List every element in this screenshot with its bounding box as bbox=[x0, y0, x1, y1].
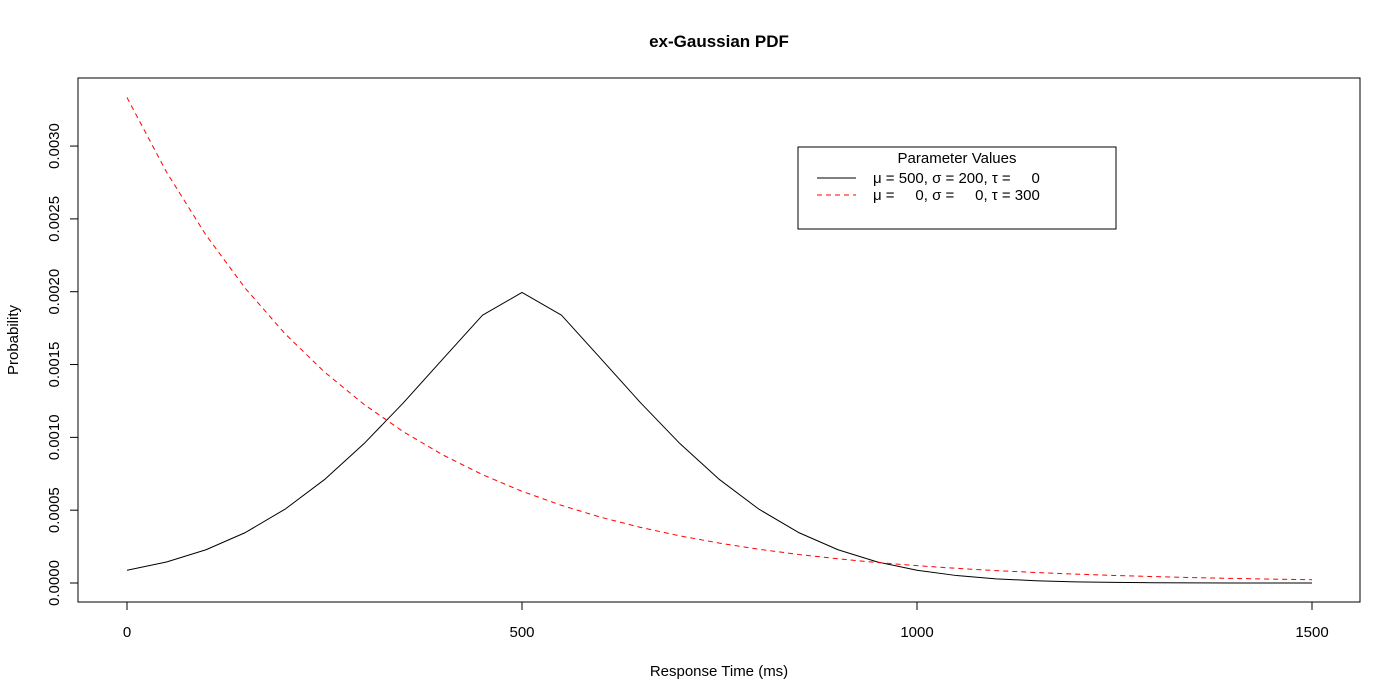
plot-area-border bbox=[77, 77, 1361, 603]
legend-entry-label: μ = 500, σ = 200, τ = 0 bbox=[873, 170, 1040, 187]
legend-entry-label: μ = 0, σ = 0, τ = 300 bbox=[873, 187, 1040, 204]
x-axis: 0 500 1000 1500 bbox=[123, 601, 1329, 641]
x-tick-label: 1500 bbox=[1295, 624, 1328, 641]
legend-box bbox=[797, 146, 1117, 230]
series-line-2 bbox=[126, 97, 1313, 581]
legend-entries: μ = 500, σ = 200, τ = 0μ = 0, σ = 0, τ =… bbox=[817, 170, 1040, 204]
y-tick-label: 0.0005 bbox=[46, 487, 63, 533]
y-axis: 0.0000 0.0005 0.0010 0.0015 0.0020 0.0025 0.00… bbox=[46, 123, 79, 606]
legend-title: Parameter Values bbox=[898, 150, 1017, 167]
x-axis-label: Response Time (ms) bbox=[650, 663, 788, 680]
x-tick-label: 500 bbox=[509, 624, 534, 641]
y-axis-label: Probability bbox=[5, 304, 22, 375]
y-tick-label: 0.0025 bbox=[46, 196, 63, 242]
y-tick-label: 0.0030 bbox=[46, 123, 63, 169]
y-tick-label: 0.0020 bbox=[46, 269, 63, 315]
y-tick-label: 0.0010 bbox=[46, 414, 63, 460]
chart-title: ex-Gaussian PDF bbox=[649, 32, 789, 51]
y-tick-label: 0.0015 bbox=[46, 342, 63, 388]
x-tick-label: 0 bbox=[123, 624, 131, 641]
x-tick-label: 1000 bbox=[900, 624, 933, 641]
y-tick-label: 0.0000 bbox=[46, 560, 63, 606]
series-line-1 bbox=[126, 291, 1313, 584]
legend: Parameter Values μ = 500, σ = 200, τ = 0… bbox=[797, 146, 1117, 230]
series-layer bbox=[126, 97, 1313, 584]
